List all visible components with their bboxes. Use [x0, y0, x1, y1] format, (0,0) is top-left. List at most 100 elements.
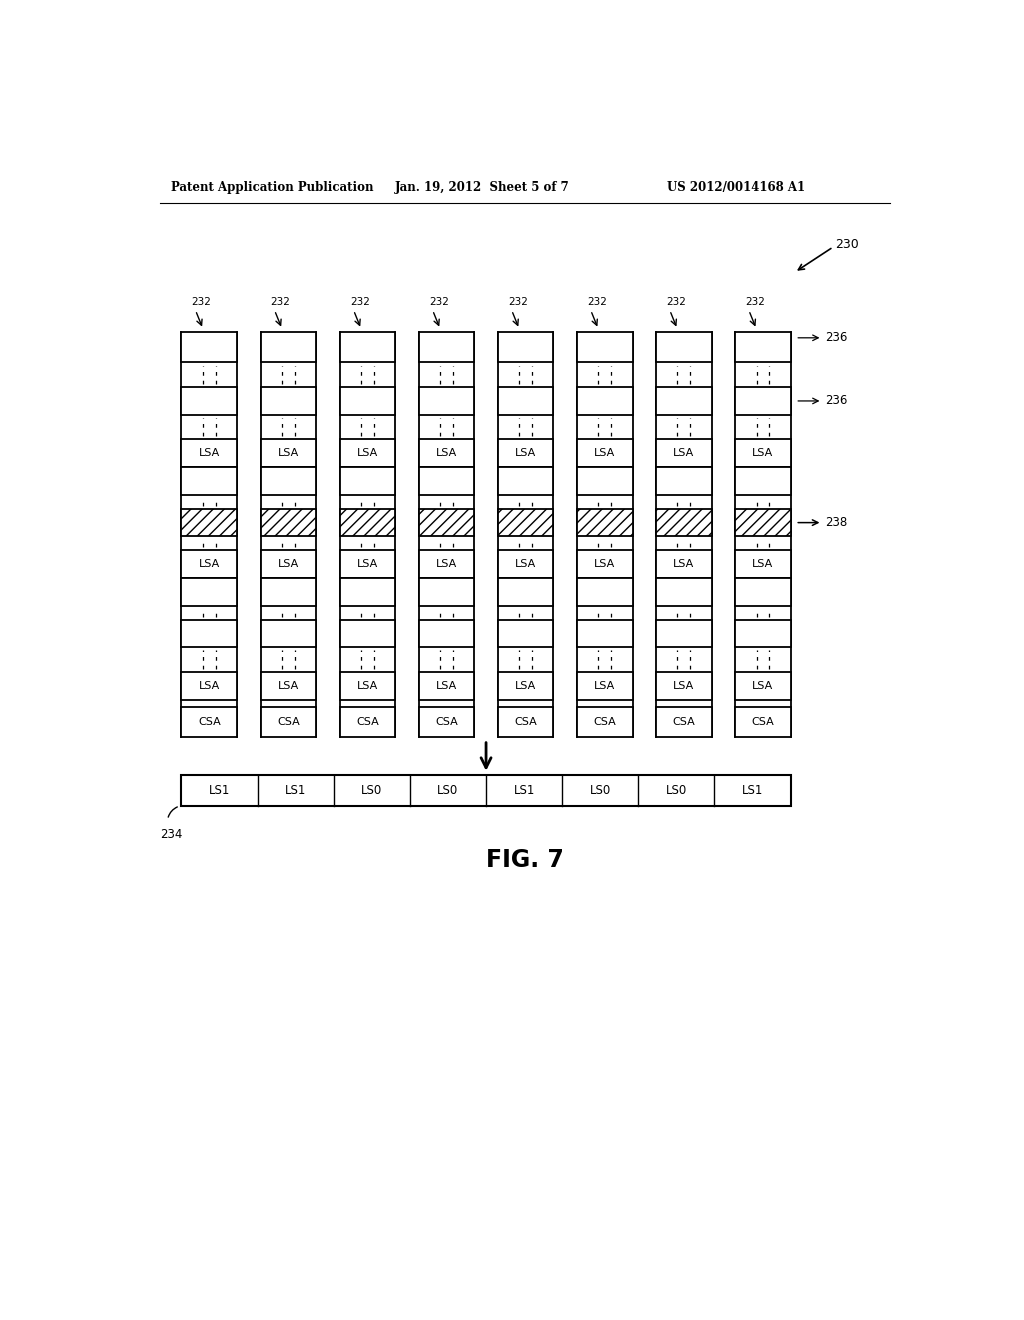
Bar — [340, 578, 395, 606]
Bar — [181, 440, 238, 467]
Bar — [181, 331, 238, 363]
Text: LSA: LSA — [356, 681, 378, 690]
Text: LS0: LS0 — [590, 784, 611, 797]
Bar — [340, 387, 395, 414]
Text: LS0: LS0 — [361, 784, 382, 797]
Bar — [181, 619, 238, 647]
Bar — [498, 508, 554, 536]
Bar — [340, 508, 395, 536]
Text: Patent Application Publication: Patent Application Publication — [171, 181, 373, 194]
Bar — [260, 578, 316, 606]
Bar — [419, 619, 474, 647]
Text: LSA: LSA — [673, 449, 694, 458]
Text: LS1: LS1 — [513, 784, 535, 797]
Bar — [260, 467, 316, 495]
Bar — [260, 387, 316, 414]
Text: LSA: LSA — [436, 560, 457, 569]
Bar — [735, 672, 791, 700]
Bar — [498, 467, 554, 495]
Text: LSA: LSA — [752, 681, 773, 690]
Text: 232: 232 — [666, 297, 686, 308]
Bar — [181, 550, 238, 578]
Bar — [577, 467, 633, 495]
Bar — [419, 708, 474, 737]
Bar — [735, 467, 791, 495]
Text: LSA: LSA — [515, 560, 537, 569]
Text: LSA: LSA — [199, 681, 220, 690]
Text: CSA: CSA — [356, 717, 379, 727]
Bar — [577, 708, 633, 737]
Bar — [655, 387, 712, 414]
Bar — [735, 508, 791, 536]
Text: 234: 234 — [160, 828, 182, 841]
Bar — [655, 550, 712, 578]
Bar — [340, 672, 395, 700]
Text: CSA: CSA — [752, 717, 774, 727]
Text: LS1: LS1 — [741, 784, 763, 797]
Bar — [340, 550, 395, 578]
Bar — [498, 440, 554, 467]
Text: LSA: LSA — [752, 560, 773, 569]
Text: LSA: LSA — [752, 449, 773, 458]
Bar — [260, 508, 316, 536]
Bar — [260, 550, 316, 578]
Bar — [655, 331, 712, 363]
Text: LSA: LSA — [594, 449, 615, 458]
Text: LSA: LSA — [199, 560, 220, 569]
Text: 236: 236 — [824, 395, 847, 408]
Bar — [655, 672, 712, 700]
Text: LS0: LS0 — [437, 784, 459, 797]
Text: LSA: LSA — [436, 681, 457, 690]
Text: LSA: LSA — [673, 681, 694, 690]
Bar — [340, 708, 395, 737]
Bar — [340, 440, 395, 467]
Bar — [498, 672, 554, 700]
Bar — [577, 550, 633, 578]
Bar — [655, 708, 712, 737]
Text: Jan. 19, 2012  Sheet 5 of 7: Jan. 19, 2012 Sheet 5 of 7 — [395, 181, 570, 194]
Bar — [181, 467, 238, 495]
Text: LSA: LSA — [278, 681, 299, 690]
Text: FIG. 7: FIG. 7 — [485, 847, 564, 873]
Text: LSA: LSA — [673, 560, 694, 569]
Bar — [577, 331, 633, 363]
Bar — [340, 619, 395, 647]
Bar — [340, 467, 395, 495]
Bar — [419, 467, 474, 495]
Bar — [655, 619, 712, 647]
Bar — [577, 440, 633, 467]
Bar — [577, 619, 633, 647]
Bar — [419, 508, 474, 536]
Text: 230: 230 — [835, 238, 858, 251]
Text: 232: 232 — [587, 297, 607, 308]
Text: CSA: CSA — [514, 717, 537, 727]
Bar — [655, 578, 712, 606]
Bar — [735, 331, 791, 363]
Bar — [260, 619, 316, 647]
Bar — [577, 578, 633, 606]
Text: LSA: LSA — [278, 449, 299, 458]
Bar — [735, 440, 791, 467]
Bar — [181, 508, 238, 536]
Bar — [735, 578, 791, 606]
Bar — [260, 672, 316, 700]
Bar — [577, 672, 633, 700]
Bar — [577, 508, 633, 536]
Bar — [498, 619, 554, 647]
Text: LS1: LS1 — [209, 784, 230, 797]
Bar — [260, 440, 316, 467]
Bar — [655, 467, 712, 495]
Bar — [181, 578, 238, 606]
Bar — [655, 508, 712, 536]
Bar — [655, 440, 712, 467]
Bar — [498, 708, 554, 737]
Text: 232: 232 — [270, 297, 291, 308]
Bar — [419, 331, 474, 363]
Text: 232: 232 — [191, 297, 212, 308]
Bar — [577, 387, 633, 414]
Text: CSA: CSA — [198, 717, 221, 727]
Text: 232: 232 — [350, 297, 370, 308]
Text: LSA: LSA — [199, 449, 220, 458]
Text: 232: 232 — [745, 297, 765, 308]
Text: LS1: LS1 — [285, 784, 306, 797]
